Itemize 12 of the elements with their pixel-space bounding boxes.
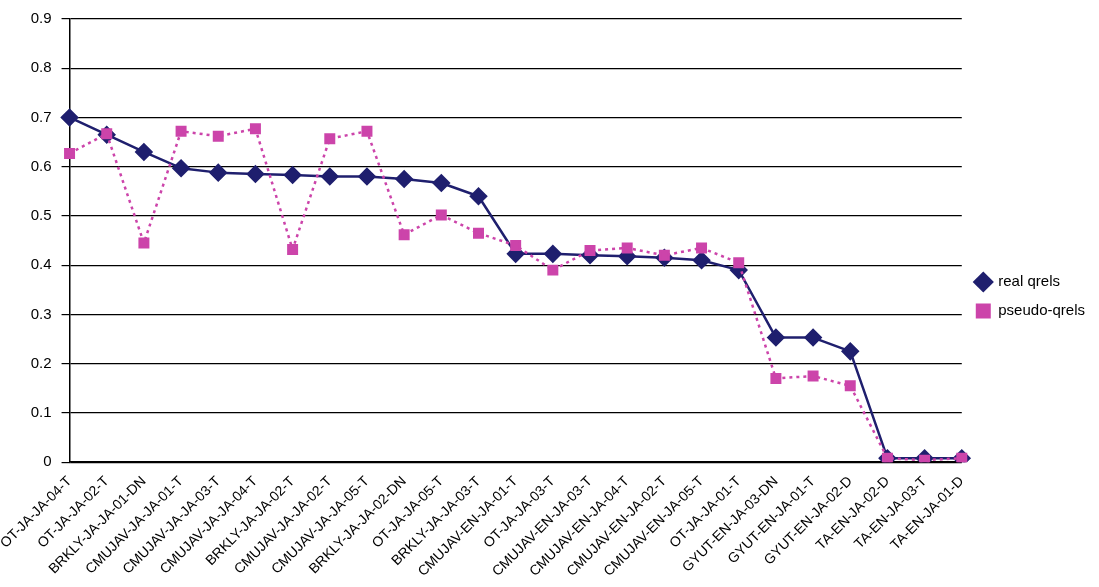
y-tick-label: 0.4 [30, 255, 52, 273]
y-tick-label: 0.7 [30, 107, 52, 125]
y-tick-label: 0 [43, 452, 52, 470]
y-tick-label: 0.2 [30, 353, 52, 371]
y-tick-label: 0.9 [30, 9, 52, 27]
legend-label: pseudo-qrels [998, 301, 1085, 319]
y-tick-label: 0.1 [30, 403, 52, 421]
y-tick-label: 0.6 [30, 156, 52, 174]
y-tick-label: 0.5 [30, 206, 52, 224]
y-tick-label: 0.3 [30, 304, 52, 322]
legend-label: real qrels [998, 272, 1060, 290]
y-tick-label: 0.8 [30, 58, 52, 76]
